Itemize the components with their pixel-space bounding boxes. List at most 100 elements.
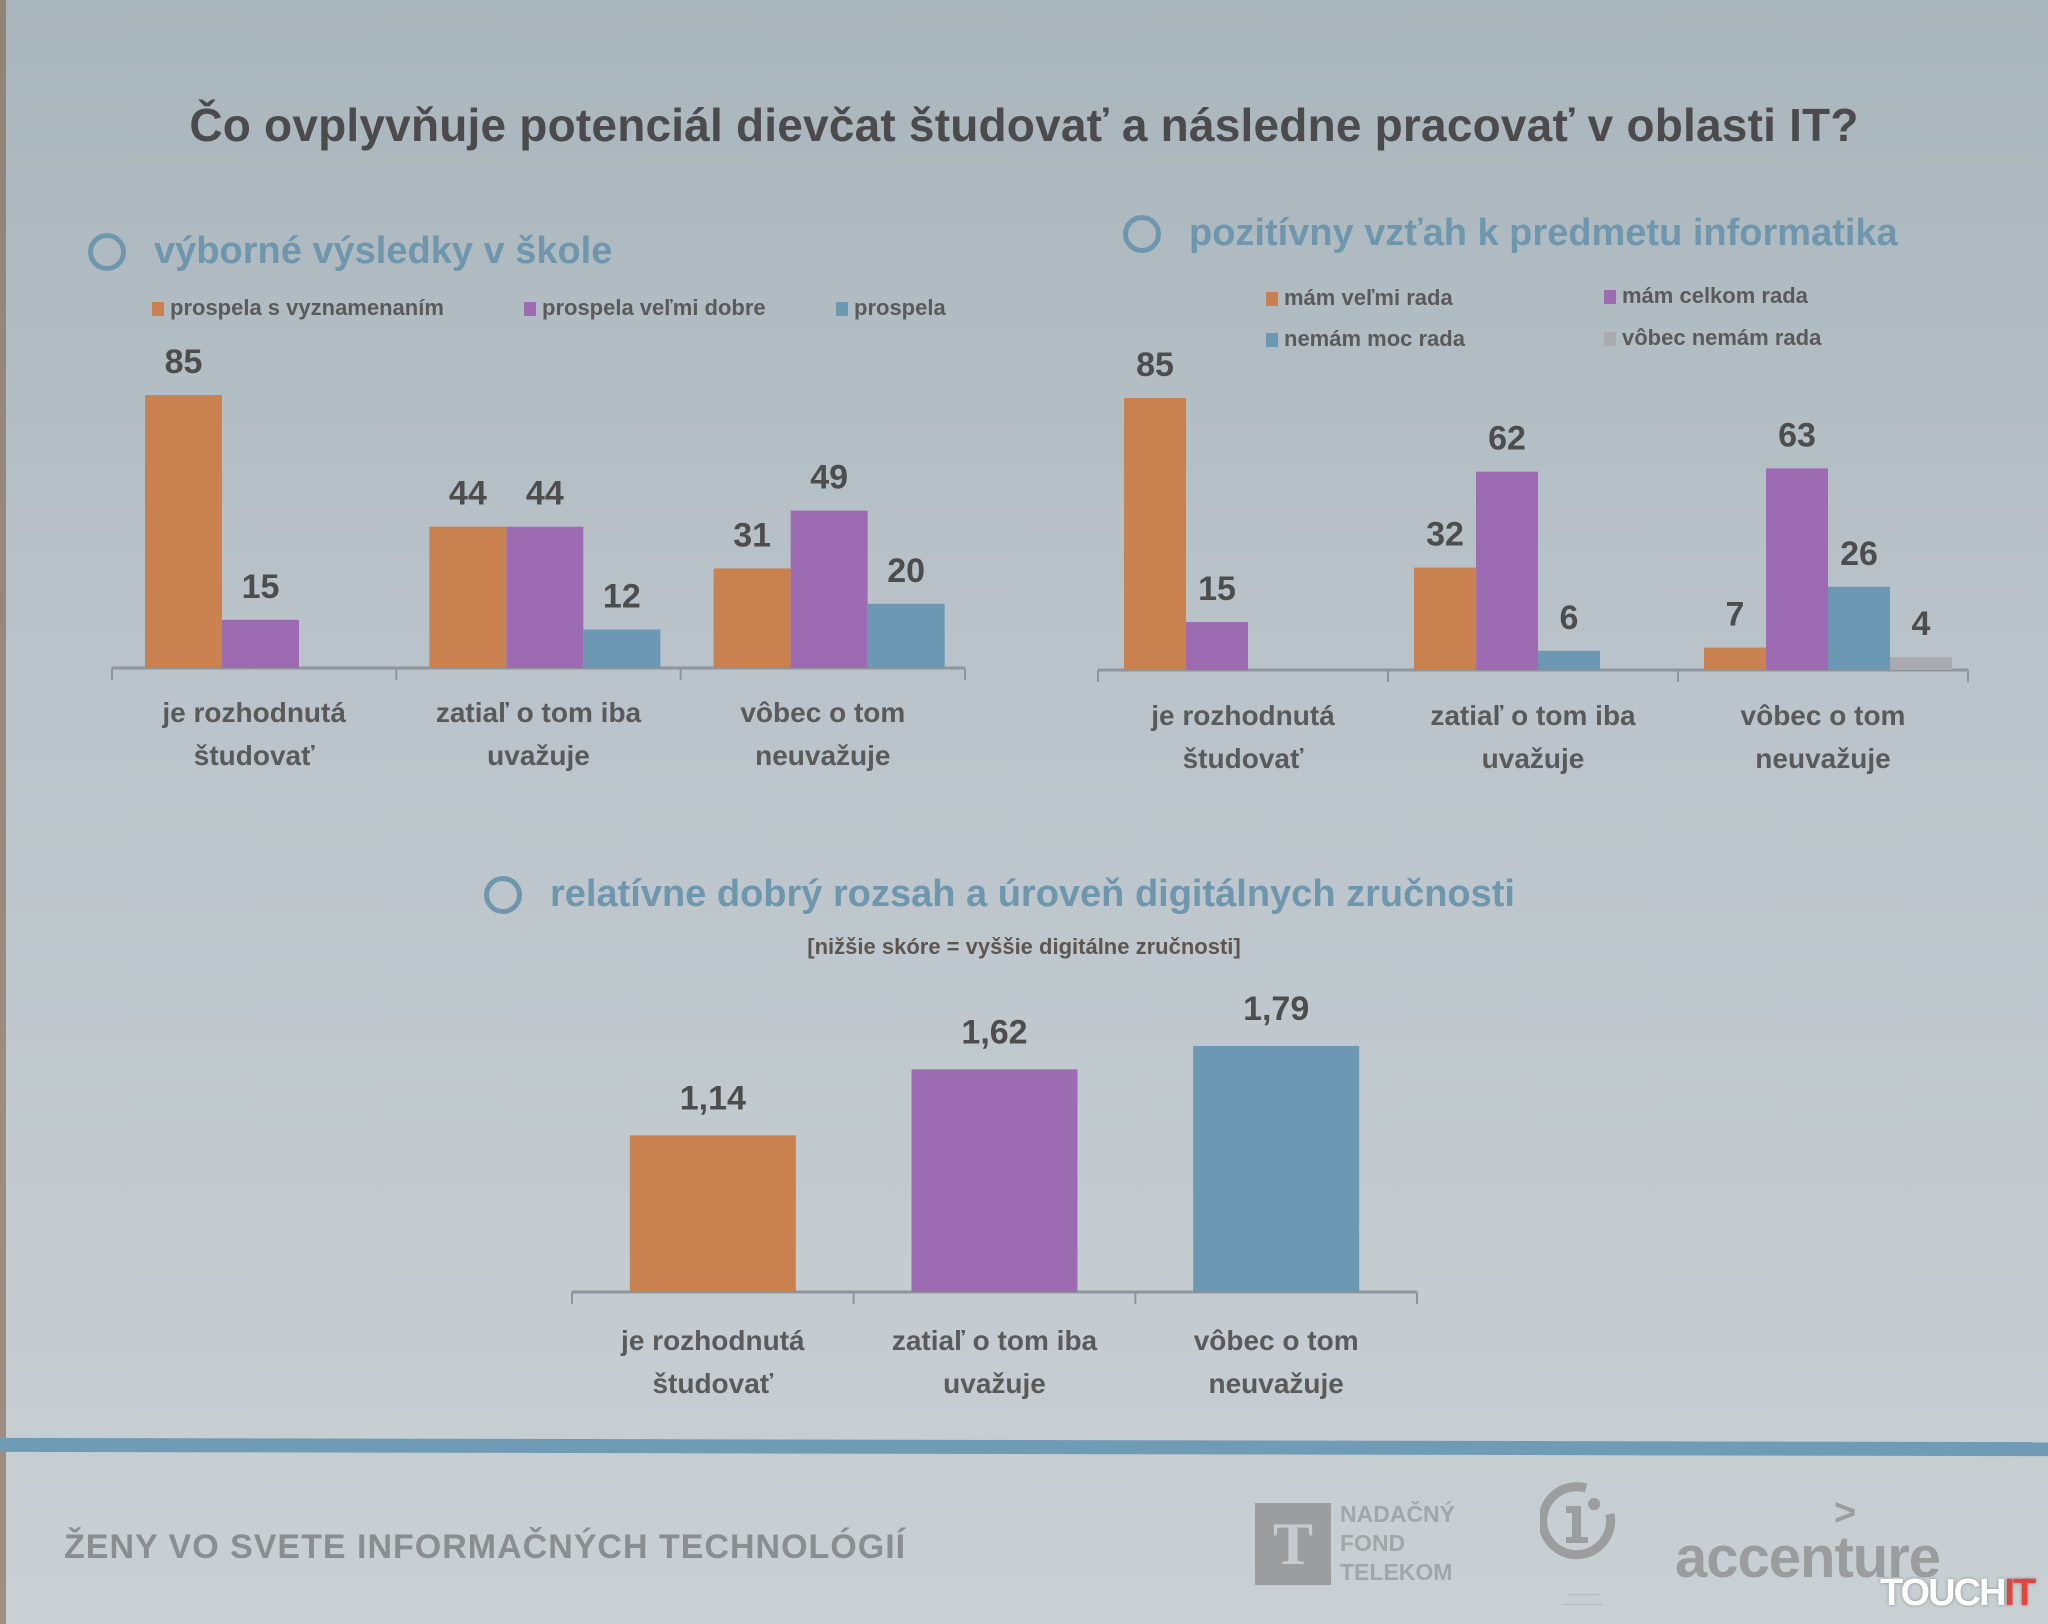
telekom-fund-name: NADAČNÝ FOND TELEKOM	[1340, 1500, 1455, 1587]
legend-swatch	[152, 302, 164, 316]
bar	[429, 526, 507, 668]
bar	[1476, 471, 1538, 670]
data-label: 7	[1726, 596, 1745, 634]
x-tick-label: zatiaľ o tom iba	[1430, 700, 1636, 731]
bar	[583, 629, 661, 668]
data-label: 20	[887, 552, 925, 590]
data-label: 44	[526, 475, 564, 513]
chart-subtitle: [nižšie skóre = vyššie digitálne zručnos…	[807, 934, 1241, 959]
accenture-mark-icon: >	[1834, 1492, 1857, 1534]
x-tick-label: uvažuje	[943, 1368, 1046, 1399]
telekom-line: TELEKOM	[1340, 1559, 1453, 1585]
section-header-grades: výborné výsledky v škole	[88, 230, 612, 273]
x-tick-label: je rozhodnutá	[1150, 700, 1335, 731]
data-label: 63	[1778, 416, 1816, 454]
legend-label: prospela veľmi dobre	[542, 295, 766, 320]
touchit-watermark: TOUCHIT	[1880, 1572, 2036, 1615]
x-tick-label: neuvažuje	[1755, 743, 1890, 774]
data-label: 44	[449, 475, 487, 513]
telekom-line: FOND	[1340, 1530, 1406, 1556]
bar	[1414, 567, 1476, 670]
data-label: 31	[733, 516, 771, 554]
circle-bullet-icon	[1123, 214, 1161, 253]
legend-label: nemám moc rada	[1284, 326, 1465, 351]
legend-item: nemám moc rada	[1266, 326, 1465, 352]
telekom-line: NADAČNÝ	[1340, 1501, 1455, 1527]
bar	[911, 1069, 1078, 1292]
legend-item: prospela	[836, 295, 946, 321]
legend-item: mám celkom rada	[1604, 283, 1808, 309]
watermark-part: TOUCH	[1880, 1572, 2006, 1614]
legend-item: prospela veľmi dobre	[524, 295, 766, 321]
bar	[1124, 398, 1186, 670]
x-tick-label: zatiaľ o tom iba	[436, 697, 642, 728]
accenture-logo: accenture	[1675, 1525, 1941, 1590]
bar	[222, 619, 299, 668]
data-label: 12	[603, 577, 641, 615]
bar	[1828, 586, 1890, 670]
x-tick-label: študovať	[1183, 743, 1304, 774]
section-header-digital: relatívne dobrý rozsah a úroveň digitáln…	[484, 873, 1515, 916]
legend-swatch	[836, 302, 848, 316]
legend-label: vôbec nemám rada	[1622, 325, 1822, 350]
legend-swatch	[1604, 290, 1616, 304]
x-tick-label: vôbec o tom	[1194, 1325, 1359, 1356]
bar	[1186, 622, 1248, 670]
data-label: 62	[1488, 420, 1526, 458]
legend-label: mám celkom rada	[1622, 283, 1808, 308]
bar	[1538, 650, 1600, 670]
data-label: 15	[1198, 570, 1236, 608]
data-label: 85	[165, 343, 203, 381]
x-tick-label: študovať	[652, 1368, 773, 1399]
bar	[1766, 468, 1828, 670]
slide-title: Čo ovplyvňuje potenciál dievčat študovať…	[189, 99, 1859, 151]
x-tick-label: neuvažuje	[1208, 1368, 1343, 1399]
bar	[145, 395, 222, 668]
x-tick-label: vôbec o tom	[1741, 700, 1906, 731]
data-label: 6	[1560, 599, 1579, 637]
data-label: 49	[810, 459, 848, 497]
legend-swatch	[1266, 292, 1278, 306]
section-header-attitude: pozitívny vzťah k predmetu informatika	[1123, 212, 1898, 255]
bar	[790, 510, 868, 668]
x-tick-label: uvažuje	[1482, 743, 1585, 774]
data-label: 85	[1136, 346, 1174, 384]
x-tick-label: vôbec o tom	[740, 697, 905, 728]
legend-swatch	[524, 302, 536, 316]
x-tick-label: študovať	[194, 740, 315, 771]
institute-logo-caption: ———— —————	[1563, 1590, 1603, 1609]
watermark-part: IT	[2004, 1572, 2036, 1614]
bar	[506, 526, 584, 668]
bar	[1193, 1046, 1360, 1292]
x-tick-label: neuvažuje	[755, 740, 890, 771]
legend-item: prospela s vyznamenaním	[152, 295, 444, 321]
x-tick-label: zatiaľ o tom iba	[892, 1325, 1098, 1356]
data-label: 15	[242, 568, 280, 606]
x-tick-label: uvažuje	[487, 740, 590, 771]
bar	[1704, 647, 1766, 670]
legend-item: vôbec nemám rada	[1604, 325, 1821, 351]
bar	[867, 603, 945, 668]
circle-bullet-icon	[484, 875, 522, 914]
bar	[1890, 657, 1952, 670]
slide-edge	[0, 0, 6, 1624]
institute-logo-icon	[1540, 1482, 1616, 1560]
legend-label: prospela	[854, 295, 946, 320]
data-label: 4	[1912, 605, 1931, 643]
section-title: pozitívny vzťah k predmetu informatika	[1189, 212, 1898, 254]
bar	[629, 1135, 796, 1292]
legend-swatch	[1604, 332, 1616, 346]
bar	[713, 568, 791, 668]
x-tick-label: je rozhodnutá	[161, 697, 346, 728]
legend-swatch	[1266, 333, 1278, 347]
legend-item: mám veľmi rada	[1266, 285, 1453, 311]
circle-bullet-icon	[88, 232, 126, 271]
data-label: 32	[1426, 516, 1464, 554]
data-label: 26	[1840, 535, 1878, 573]
data-label: 1,62	[961, 1013, 1027, 1051]
data-label: 1,79	[1243, 990, 1309, 1028]
x-tick-label: je rozhodnutá	[620, 1325, 805, 1356]
telekom-logo: T	[1255, 1503, 1331, 1585]
footer-title: ŽENY VO SVETE INFORMAČNÝCH TECHNOLÓGIÍ	[64, 1528, 907, 1566]
